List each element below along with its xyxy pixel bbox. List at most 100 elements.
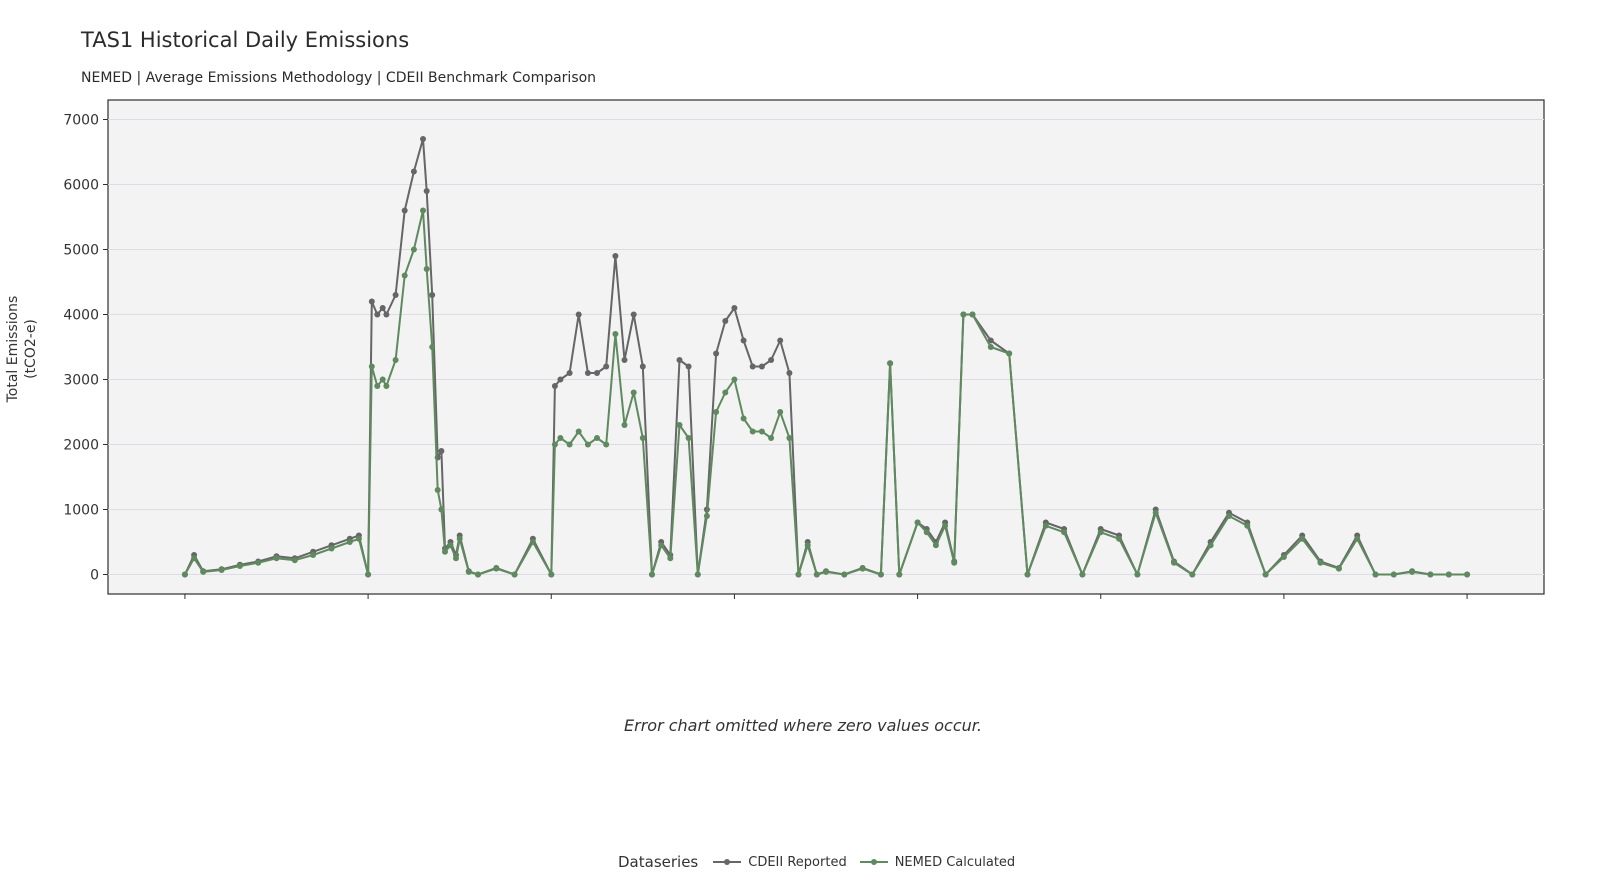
data-point-nemed-calculated (914, 519, 921, 526)
legend-item-cdeii[interactable]: CDEII Reported (712, 854, 847, 870)
data-point-nemed-calculated (896, 571, 903, 578)
y-tick-label: 5000 (63, 243, 99, 259)
data-point-nemed-calculated (1189, 571, 1196, 578)
data-point-nemed-calculated (434, 487, 441, 493)
data-point-nemed-calculated (453, 555, 459, 562)
data-point-nemed-calculated (584, 441, 591, 448)
data-point-cdeii-reported (420, 136, 426, 142)
data-point-nemed-calculated (594, 435, 600, 441)
data-point-cdeii-reported (758, 363, 765, 370)
data-point-nemed-calculated (942, 522, 949, 529)
chart-title: TAS1 Historical Daily Emissions (81, 28, 410, 52)
data-point-nemed-calculated (1464, 571, 1471, 578)
x-axis-ticks (184, 594, 1468, 599)
chart-subtitle: NEMED | Average Emissions Methodology | … (81, 70, 597, 86)
data-point-nemed-calculated (887, 360, 894, 367)
data-point-cdeii-reported (566, 370, 573, 376)
data-point-nemed-calculated (566, 441, 573, 448)
data-point-nemed-calculated (630, 389, 637, 396)
data-point-nemed-calculated (960, 311, 967, 318)
data-point-nemed-calculated (777, 409, 784, 415)
data-point-cdeii-reported (551, 383, 558, 389)
data-point-nemed-calculated (291, 557, 298, 564)
data-point-cdeii-reported (374, 311, 381, 318)
data-point-nemed-calculated (749, 428, 756, 435)
data-point-nemed-calculated (310, 552, 317, 558)
data-point-nemed-calculated (987, 344, 994, 350)
data-point-nemed-calculated (379, 376, 386, 383)
data-point-nemed-calculated (1134, 571, 1141, 578)
y-tick-label: 7000 (63, 113, 99, 129)
data-point-cdeii-reported (786, 370, 793, 376)
data-point-nemed-calculated (456, 535, 463, 542)
data-point-nemed-calculated (255, 559, 262, 566)
data-point-cdeii-reported (575, 311, 582, 318)
data-point-cdeii-reported (379, 305, 386, 311)
data-point-nemed-calculated (438, 506, 445, 513)
data-point-nemed-calculated (667, 555, 674, 562)
data-point-nemed-calculated (740, 415, 747, 422)
data-point-nemed-calculated (639, 435, 646, 441)
data-point-cdeii-reported (383, 311, 390, 318)
data-point-cdeii-reported (612, 253, 619, 259)
data-point-nemed-calculated (612, 331, 619, 337)
data-point-nemed-calculated (713, 409, 720, 415)
data-point-nemed-calculated (932, 542, 939, 549)
line-chart: 0 1000 2000 3000 4000 5000 6000 7000 (63, 99, 1545, 599)
data-point-nemed-calculated (969, 311, 976, 318)
data-point-nemed-calculated (1097, 529, 1104, 536)
data-point-nemed-calculated (236, 563, 243, 569)
data-point-nemed-calculated (442, 548, 448, 555)
data-point-nemed-calculated (841, 571, 848, 578)
data-point-cdeii-reported (603, 363, 610, 370)
data-point-nemed-calculated (685, 435, 692, 441)
data-point-nemed-calculated (804, 542, 811, 549)
data-point-cdeii-reported (713, 350, 720, 357)
data-point-nemed-calculated (795, 571, 802, 578)
y-tick-label: 4000 (63, 308, 99, 324)
data-point-nemed-calculated (603, 441, 610, 448)
data-point-cdeii-reported (594, 370, 600, 376)
data-point-nemed-calculated (703, 513, 710, 519)
data-point-nemed-calculated (200, 568, 207, 575)
data-point-nemed-calculated (731, 376, 738, 383)
data-point-nemed-calculated (786, 435, 793, 441)
data-point-nemed-calculated (1354, 535, 1361, 542)
data-point-nemed-calculated (768, 435, 775, 441)
data-point-nemed-calculated (923, 529, 930, 536)
legend-title: Dataseries (618, 853, 699, 871)
data-point-nemed-calculated (465, 568, 472, 575)
data-point-nemed-calculated (420, 207, 426, 214)
y-tick-label: 1000 (63, 503, 99, 519)
data-point-nemed-calculated (1226, 513, 1232, 519)
legend-item-nemed[interactable]: NEMED Calculated (859, 855, 1015, 870)
data-point-nemed-calculated (1061, 529, 1068, 536)
data-point-nemed-calculated (1042, 522, 1049, 529)
data-point-nemed-calculated (823, 568, 829, 575)
data-point-nemed-calculated (191, 555, 198, 562)
data-point-nemed-calculated (328, 545, 335, 552)
data-point-nemed-calculated (676, 422, 683, 428)
data-point-cdeii-reported (777, 337, 784, 344)
data-point-nemed-calculated (1427, 571, 1434, 578)
data-point-cdeii-reported (557, 376, 564, 383)
data-point-nemed-calculated (1390, 571, 1397, 578)
data-point-cdeii-reported (630, 311, 637, 318)
plot-panel (107, 99, 1545, 595)
data-point-nemed-calculated (557, 435, 564, 441)
data-point-cdeii-reported (423, 188, 430, 194)
data-point-nemed-calculated (694, 571, 701, 578)
data-point-cdeii-reported (410, 168, 417, 175)
data-point-nemed-calculated (401, 272, 408, 279)
data-point-nemed-calculated (181, 571, 188, 578)
y-tick-label: 0 (90, 568, 99, 584)
data-point-nemed-calculated (621, 422, 628, 428)
error-chart-note: Error chart omitted where zero values oc… (624, 716, 982, 735)
data-point-cdeii-reported (685, 363, 692, 370)
legend-key-cdeii (713, 859, 742, 865)
legend-label-cdeii: CDEII Reported (748, 854, 847, 870)
data-point-nemed-calculated (1079, 571, 1086, 578)
data-point-nemed-calculated (1171, 559, 1177, 566)
data-point-nemed-calculated (273, 555, 280, 562)
data-point-nemed-calculated (1335, 565, 1342, 572)
